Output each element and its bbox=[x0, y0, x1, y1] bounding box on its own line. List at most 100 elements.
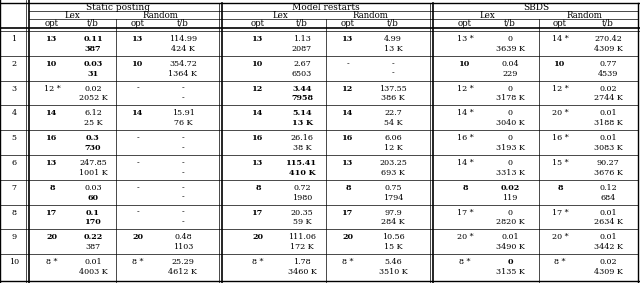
Text: 0.01: 0.01 bbox=[599, 109, 617, 117]
Text: 14 *: 14 * bbox=[456, 109, 474, 117]
Text: t/b: t/b bbox=[87, 18, 99, 27]
Text: 13: 13 bbox=[342, 159, 354, 167]
Text: -: - bbox=[392, 60, 394, 68]
Text: 20 *: 20 * bbox=[552, 109, 568, 117]
Text: -: - bbox=[136, 85, 140, 93]
Text: 6.06: 6.06 bbox=[384, 134, 402, 142]
Text: 20: 20 bbox=[47, 233, 58, 241]
Text: -: - bbox=[182, 85, 184, 93]
Text: 0.02: 0.02 bbox=[599, 258, 617, 266]
Text: 387: 387 bbox=[85, 243, 100, 251]
Text: 0: 0 bbox=[508, 209, 513, 216]
Text: 9: 9 bbox=[12, 233, 17, 241]
Text: Random: Random bbox=[143, 10, 179, 20]
Text: 0.02: 0.02 bbox=[500, 184, 520, 192]
Text: 10: 10 bbox=[132, 60, 143, 68]
Text: Static posting: Static posting bbox=[86, 3, 150, 12]
Text: 16: 16 bbox=[252, 134, 264, 142]
Text: 25 K: 25 K bbox=[84, 119, 102, 127]
Text: 12: 12 bbox=[252, 85, 264, 93]
Text: 14 *: 14 * bbox=[552, 35, 568, 43]
Text: 16: 16 bbox=[342, 134, 354, 142]
Text: 0: 0 bbox=[508, 35, 513, 43]
Text: 20 *: 20 * bbox=[457, 233, 474, 241]
Text: 0: 0 bbox=[508, 134, 513, 142]
Text: 10: 10 bbox=[9, 258, 19, 266]
Text: 0.12: 0.12 bbox=[599, 184, 617, 192]
Text: 17: 17 bbox=[342, 209, 354, 216]
Text: opt: opt bbox=[131, 18, 145, 27]
Text: opt: opt bbox=[251, 18, 265, 27]
Text: 2.67: 2.67 bbox=[293, 60, 311, 68]
Text: 111.06: 111.06 bbox=[288, 233, 316, 241]
Text: -: - bbox=[392, 70, 394, 78]
Text: 8: 8 bbox=[345, 184, 351, 192]
Text: 59 K: 59 K bbox=[292, 218, 311, 226]
Text: -: - bbox=[136, 134, 140, 142]
Text: 14 *: 14 * bbox=[456, 159, 474, 167]
Text: 10: 10 bbox=[46, 60, 58, 68]
Text: 3676 K: 3676 K bbox=[593, 169, 623, 177]
Text: 0.01: 0.01 bbox=[599, 209, 617, 216]
Text: 0: 0 bbox=[508, 258, 513, 266]
Text: 8 *: 8 * bbox=[554, 258, 566, 266]
Text: Lex: Lex bbox=[272, 10, 288, 20]
Text: 1980: 1980 bbox=[292, 194, 312, 202]
Text: 6: 6 bbox=[12, 159, 17, 167]
Text: 6503: 6503 bbox=[292, 70, 312, 78]
Text: 1.78: 1.78 bbox=[293, 258, 311, 266]
Text: opt: opt bbox=[341, 18, 355, 27]
Text: 13 K: 13 K bbox=[291, 119, 312, 127]
Text: 386 K: 386 K bbox=[381, 95, 405, 102]
Text: 16 *: 16 * bbox=[456, 134, 474, 142]
Text: 1: 1 bbox=[12, 35, 17, 43]
Text: 119: 119 bbox=[502, 194, 518, 202]
Text: 3083 K: 3083 K bbox=[594, 144, 622, 152]
Text: 22.7: 22.7 bbox=[384, 109, 402, 117]
Text: 8: 8 bbox=[12, 209, 17, 216]
Text: 3510 K: 3510 K bbox=[379, 268, 408, 276]
Text: 15 K: 15 K bbox=[384, 243, 403, 251]
Text: 4612 K: 4612 K bbox=[168, 268, 198, 276]
Text: -: - bbox=[182, 194, 184, 202]
Text: 0: 0 bbox=[508, 159, 513, 167]
Text: 4539: 4539 bbox=[598, 70, 618, 78]
Text: 3460 K: 3460 K bbox=[287, 268, 316, 276]
Text: 0.72: 0.72 bbox=[293, 184, 311, 192]
Text: t/b: t/b bbox=[387, 18, 399, 27]
Text: 0.01: 0.01 bbox=[599, 233, 617, 241]
Text: 12 *: 12 * bbox=[456, 85, 474, 93]
Text: 3490 K: 3490 K bbox=[495, 243, 524, 251]
Text: 10: 10 bbox=[252, 60, 264, 68]
Text: 170: 170 bbox=[84, 218, 101, 226]
Text: 3135 K: 3135 K bbox=[495, 268, 524, 276]
Text: 20: 20 bbox=[253, 233, 264, 241]
Text: 13: 13 bbox=[46, 159, 58, 167]
Text: 3: 3 bbox=[12, 85, 17, 93]
Text: 14: 14 bbox=[252, 109, 264, 117]
Text: t/b: t/b bbox=[177, 18, 189, 27]
Text: 8 *: 8 * bbox=[342, 258, 354, 266]
Text: 13: 13 bbox=[252, 35, 264, 43]
Text: 2052 K: 2052 K bbox=[79, 95, 108, 102]
Text: 3188 K: 3188 K bbox=[594, 119, 622, 127]
Text: 3040 K: 3040 K bbox=[495, 119, 524, 127]
Text: Random: Random bbox=[566, 10, 602, 20]
Text: opt: opt bbox=[45, 18, 59, 27]
Text: 8: 8 bbox=[49, 184, 55, 192]
Text: -: - bbox=[182, 184, 184, 192]
Text: 20.35: 20.35 bbox=[291, 209, 314, 216]
Text: 25.29: 25.29 bbox=[172, 258, 195, 266]
Text: 0.01: 0.01 bbox=[501, 233, 519, 241]
Text: 693 K: 693 K bbox=[381, 169, 405, 177]
Text: 31: 31 bbox=[88, 70, 99, 78]
Text: 8 *: 8 * bbox=[252, 258, 264, 266]
Text: 20: 20 bbox=[132, 233, 143, 241]
Text: 7958: 7958 bbox=[291, 95, 313, 102]
Text: 1794: 1794 bbox=[383, 194, 403, 202]
Text: t/b: t/b bbox=[602, 18, 614, 27]
Text: 14: 14 bbox=[342, 109, 354, 117]
Text: 0.3: 0.3 bbox=[86, 134, 100, 142]
Text: 13: 13 bbox=[132, 35, 143, 43]
Text: 12 *: 12 * bbox=[552, 85, 568, 93]
